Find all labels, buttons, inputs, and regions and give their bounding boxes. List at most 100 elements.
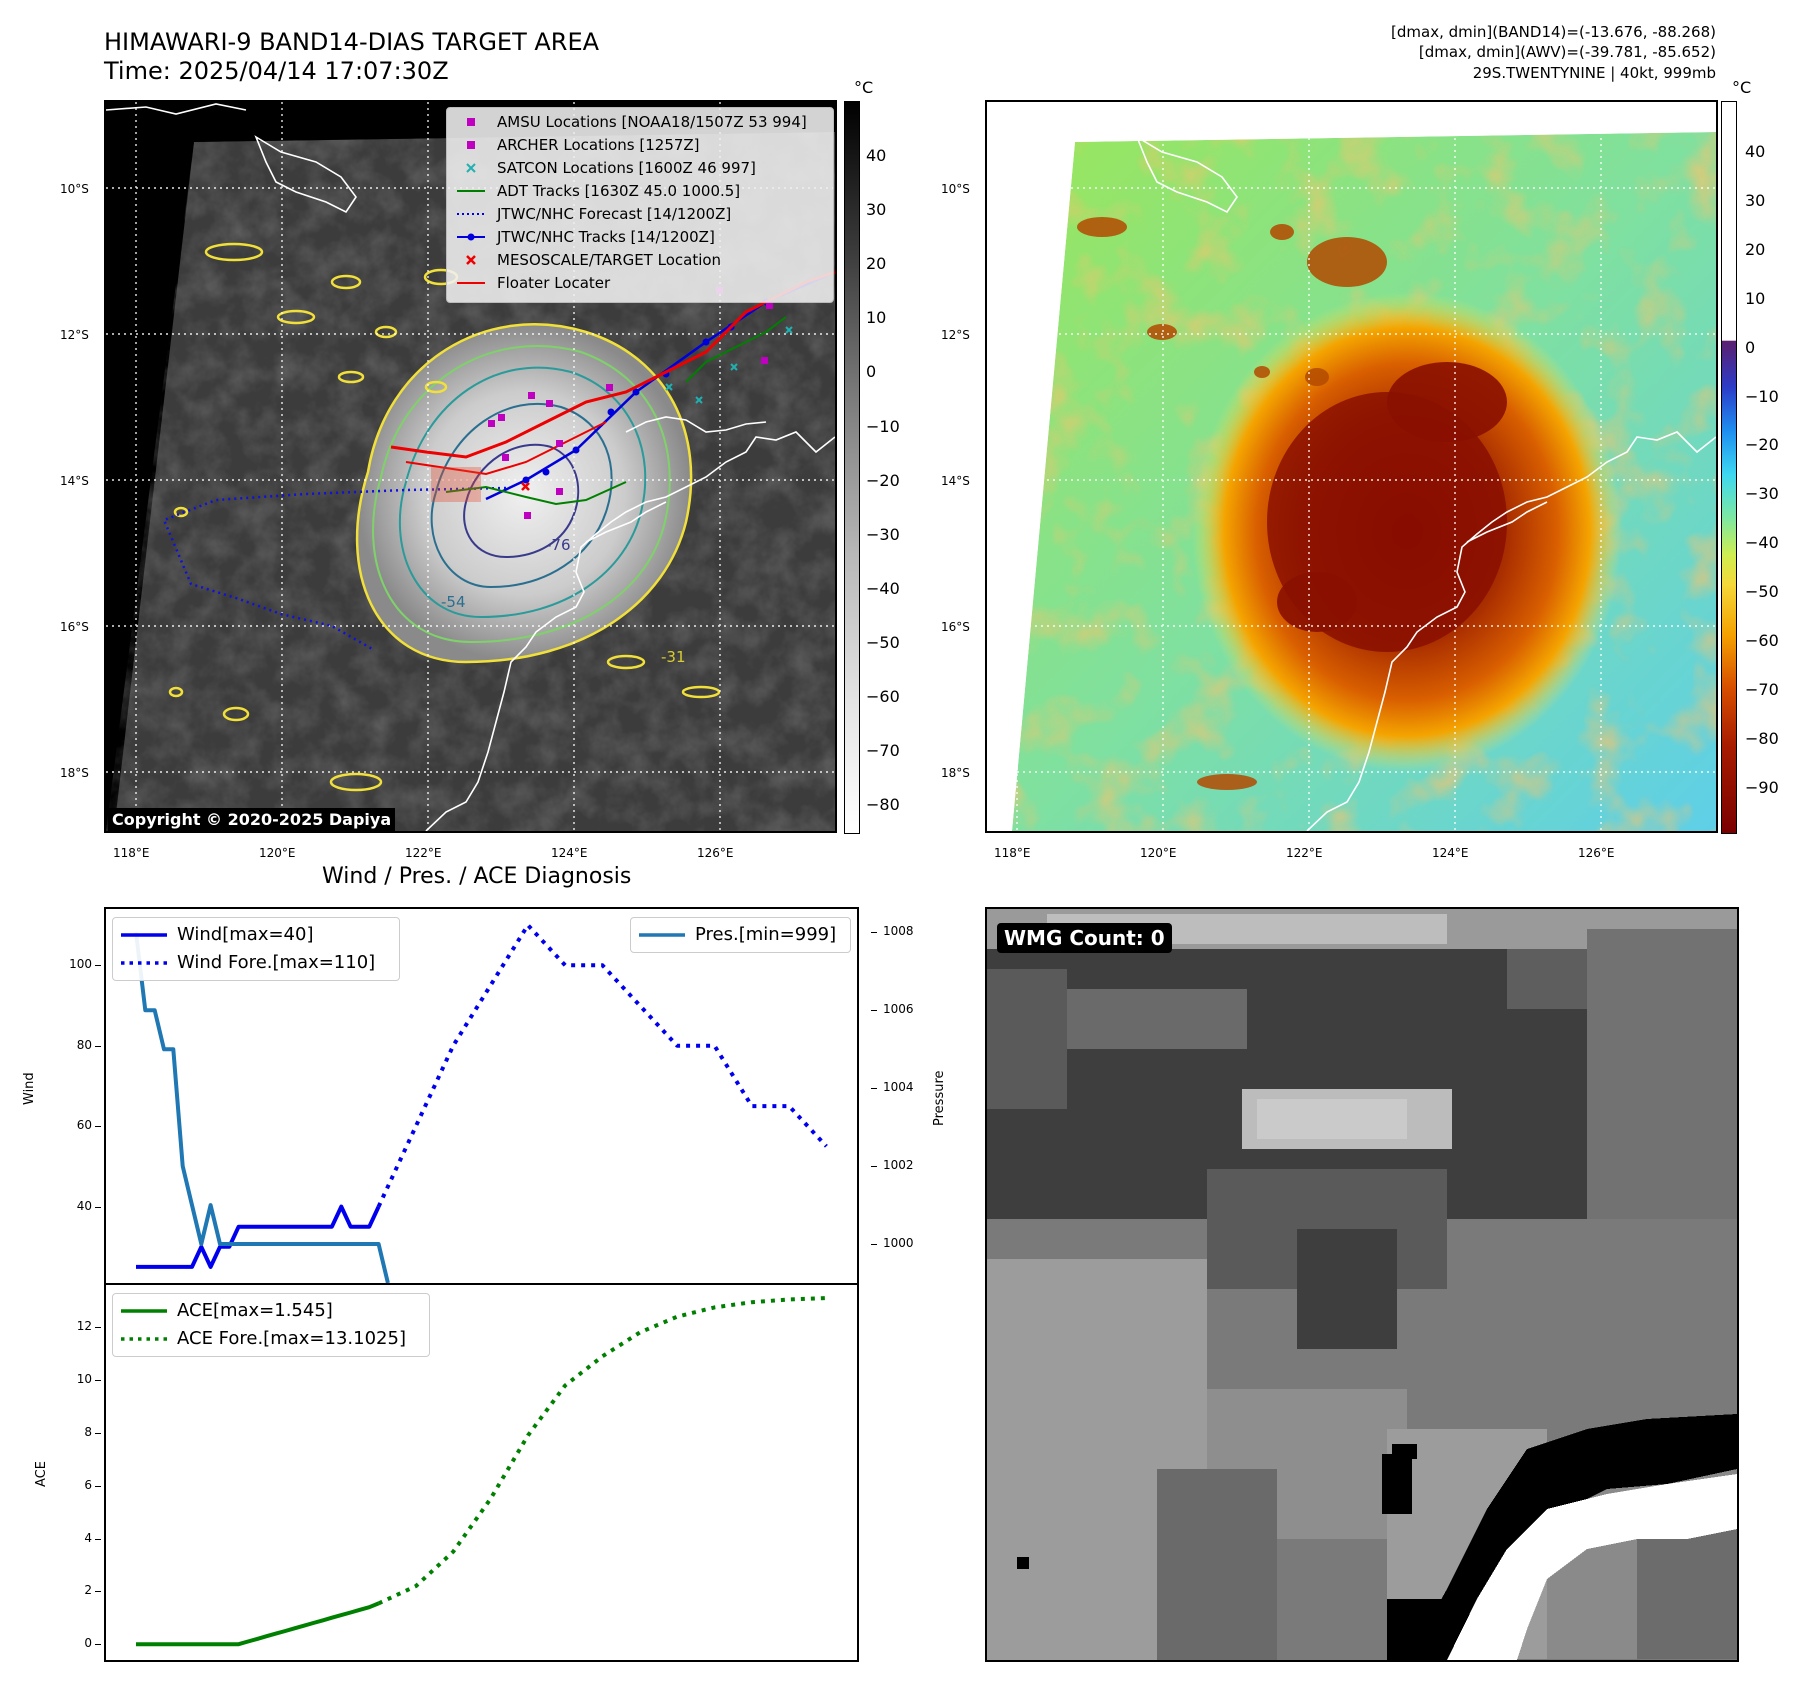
pressure-axis-tick-mark-3 (871, 1010, 877, 1012)
legend-target: MESOSCALE/TARGET Location (457, 250, 721, 270)
wind-axis-tick-mark-2 (95, 1045, 101, 1047)
ace-axis-label: ACE (34, 1461, 49, 1487)
awv-map-panel (985, 100, 1718, 833)
legend-pressure: Pres.[min=999] (639, 924, 836, 945)
colorbar-gray-tick-12: −80 (866, 795, 900, 815)
colorbar-color (1721, 101, 1737, 834)
wind-axis-label: Wind (22, 1072, 37, 1105)
pressure-axis-tick-0: 1000 (883, 1236, 914, 1251)
legend-ace-label: ACE[max=1.545] (177, 1300, 333, 1321)
awv-lon-label-126e: 126°E (1578, 846, 1615, 860)
lon-label-122e: 122°E (405, 846, 442, 860)
magenta-square-marker-icon (467, 141, 475, 149)
colorbar-gray-tick-0: 40 (866, 146, 887, 165)
lon-label-124e: 124°E (551, 846, 588, 860)
colorbar-color-tick-8: −40 (1745, 533, 1779, 553)
legend-forecast: JTWC/NHC Forecast [14/1200Z] (457, 204, 731, 224)
colorbar-color-tick-0: 40 (1745, 142, 1766, 161)
contour-label-31: -31 (661, 648, 686, 666)
legend-floater: Floater Locater (457, 273, 610, 293)
wind-axis-tick-1: 60 (76, 1118, 92, 1133)
ace-axis-tick-5: 10 (76, 1372, 92, 1387)
blue-dotted-line-icon (121, 960, 167, 965)
legend-tracks: JTWC/NHC Tracks [14/1200Z] (457, 227, 715, 247)
colorbar-gray-tick-1: 30 (866, 200, 887, 220)
wind-axis-tick-mark-1 (95, 1126, 101, 1128)
green-line-icon (121, 1308, 167, 1313)
steelblue-line-icon (639, 932, 685, 937)
wind-pressure-plot (134, 923, 828, 1283)
wind-observed-line (136, 1204, 381, 1269)
copyright-label: Copyright © 2020-2025 Dapiya (108, 808, 396, 831)
chart-title: HIMAWARI-9 BAND14-DIAS TARGET AREA (104, 28, 600, 56)
colorbar-gray-tick-3: 10 (866, 308, 887, 328)
awv-range: [dmax, dmin](AWV)=(-39.781, -85.652) (1418, 43, 1716, 61)
red-line-icon (457, 282, 485, 284)
map-legend: AMSU Locations [NOAA18/1507Z 53 994] ARC… (446, 107, 834, 303)
colorbar-gray-tick-11: −70 (866, 741, 900, 761)
colorbar-gray-tick-6: −20 (866, 470, 900, 490)
pressure-axis-tick-mark-2 (871, 1088, 877, 1090)
ace-panel: ACE[max=1.545] ACE Fore.[max=13.1025] (104, 1283, 859, 1662)
ir-map-panel: -76 -31 -54 AMSU Locations [NOAA18/1507Z… (104, 100, 837, 833)
pressure-axis-tick-mark-1 (871, 1166, 877, 1168)
magenta-square-marker-icon (467, 118, 475, 126)
legend-wind-forecast: Wind Fore.[max=110] (121, 952, 375, 973)
colorbar-gray-tick-8: −40 (866, 578, 900, 598)
pressure-line (134, 932, 390, 1283)
awv-lon-label-122e: 122°E (1286, 846, 1323, 860)
band14-range: [dmax, dmin](BAND14)=(-13.676, -88.268) (1391, 23, 1716, 41)
legend-tracks-label: JTWC/NHC Tracks [14/1200Z] (497, 228, 715, 246)
pressure-axis-tick-4: 1008 (883, 924, 914, 939)
green-line-icon (457, 190, 485, 192)
awv-lon-label-120e: 120°E (1140, 846, 1177, 860)
ace-axis-tick-mark-5 (95, 1380, 101, 1382)
legend-wind-forecast-label: Wind Fore.[max=110] (177, 952, 376, 973)
pressure-axis-tick-mark-4 (871, 932, 877, 934)
lat-label-18s: 18°S (60, 766, 89, 780)
awv-lat-label-16s: 16°S (941, 620, 970, 634)
colorbar-gray (844, 101, 860, 834)
ace-axis-tick-mark-1 (95, 1591, 101, 1593)
wmg-panel: WMG Count: 0 (985, 907, 1739, 1662)
wind-legend: Wind[max=40] Wind Fore.[max=110] (112, 917, 400, 981)
colorbar-color-tick-12: −80 (1745, 728, 1779, 748)
ace-axis-tick-1: 2 (84, 1583, 92, 1598)
awv-lat-label-12s: 12°S (941, 328, 970, 342)
pressure-axis-label: Pressure (932, 1070, 947, 1126)
legend-adt-label: ADT Tracks [1630Z 45.0 1000.5] (497, 182, 741, 200)
chart-timestamp: Time: 2025/04/14 17:07:30Z (104, 57, 449, 85)
colorbar-gray-tick-5: −10 (866, 416, 900, 436)
lon-label-118e: 118°E (113, 846, 150, 860)
legend-pressure-label: Pres.[min=999] (695, 924, 837, 945)
colorbar-color-tick-13: −90 (1745, 777, 1779, 797)
pressure-legend: Pres.[min=999] (630, 917, 851, 953)
lon-label-126e: 126°E (697, 846, 734, 860)
contour-label-54: -54 (441, 593, 466, 611)
ace-axis-tick-2: 4 (84, 1530, 92, 1545)
colorbar-color-tick-4: 0 (1745, 337, 1756, 357)
wmg-count-badge: WMG Count: 0 (997, 923, 1172, 953)
colorbar-color-tick-6: −20 (1745, 435, 1779, 455)
pressure-axis-tick-mark-0 (871, 1244, 877, 1246)
wind-pressure-panel: Wind[max=40] Wind Fore.[max=110] Pres.[m… (104, 907, 859, 1285)
legend-satcon: SATCON Locations [1600Z 46 997] (457, 158, 756, 178)
colorbar-gray-tick-2: 20 (866, 254, 887, 274)
ace-axis-tick-mark-6 (95, 1327, 101, 1329)
colorbar-color-tick-1: 30 (1745, 190, 1766, 210)
ace-observed-line (136, 1601, 380, 1647)
legend-archer: ARCHER Locations [1257Z] (457, 135, 700, 155)
lat-label-14s: 14°S (60, 474, 89, 488)
lon-label-120e: 120°E (259, 846, 296, 860)
cyan-x-marker-icon (466, 163, 476, 173)
wind-axis-tick-2: 80 (76, 1037, 92, 1052)
storm-info: 29S.TWENTYNINE | 40kt, 999mb (1472, 64, 1716, 82)
colorbar-gray-tick-7: −30 (866, 524, 900, 544)
colorbar-gray-tick-10: −60 (866, 687, 900, 706)
ace-axis-tick-4: 8 (84, 1424, 92, 1439)
red-x-marker-icon (466, 255, 476, 265)
ace-axis-tick-mark-0 (95, 1644, 101, 1646)
legend-archer-label: ARCHER Locations [1257Z] (497, 136, 700, 154)
colorbar-gray-tick-4: 0 (866, 362, 877, 382)
lat-label-12s: 12°S (60, 328, 89, 342)
